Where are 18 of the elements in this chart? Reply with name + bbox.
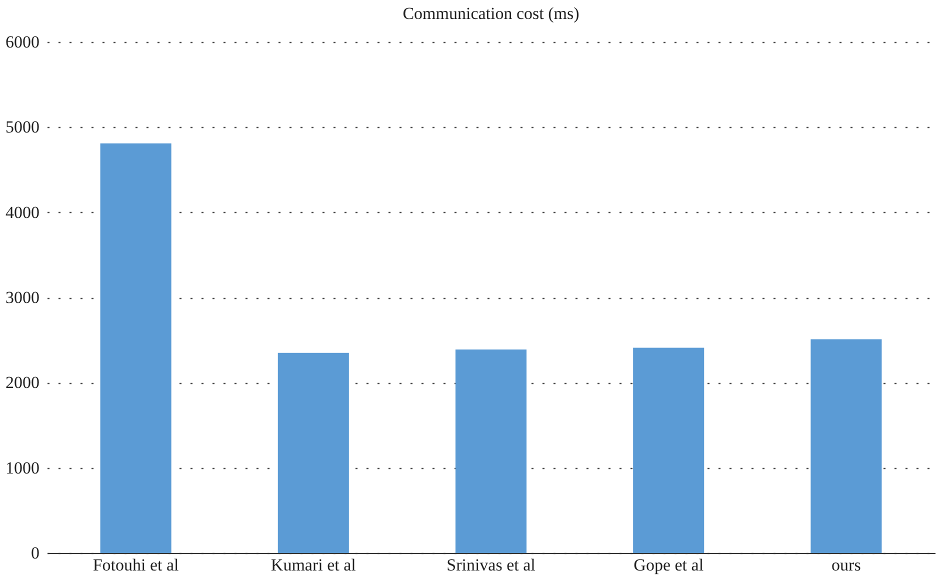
chart-title: Communication cost (ms) bbox=[402, 4, 580, 23]
y-tick-label: 5000 bbox=[6, 118, 40, 137]
y-tick-label: 2000 bbox=[6, 373, 40, 392]
x-tick-label: Kumari et al bbox=[270, 556, 356, 574]
bar bbox=[100, 143, 172, 553]
y-tick-label: 6000 bbox=[6, 32, 40, 52]
bar bbox=[633, 348, 704, 553]
bar bbox=[810, 339, 882, 553]
bar bbox=[278, 352, 349, 553]
y-tick-label: 4000 bbox=[6, 202, 40, 222]
x-tick-label: ours bbox=[832, 556, 861, 574]
y-tick-label: 0 bbox=[31, 544, 40, 562]
bar bbox=[455, 349, 527, 553]
x-tick-label: Fotouhi et al bbox=[92, 556, 180, 574]
x-tick-label: Gope et al bbox=[634, 556, 704, 574]
y-tick-label: 3000 bbox=[6, 288, 40, 307]
y-tick-label: 1000 bbox=[6, 458, 40, 478]
x-tick-label: Srinivas et al bbox=[446, 556, 536, 574]
